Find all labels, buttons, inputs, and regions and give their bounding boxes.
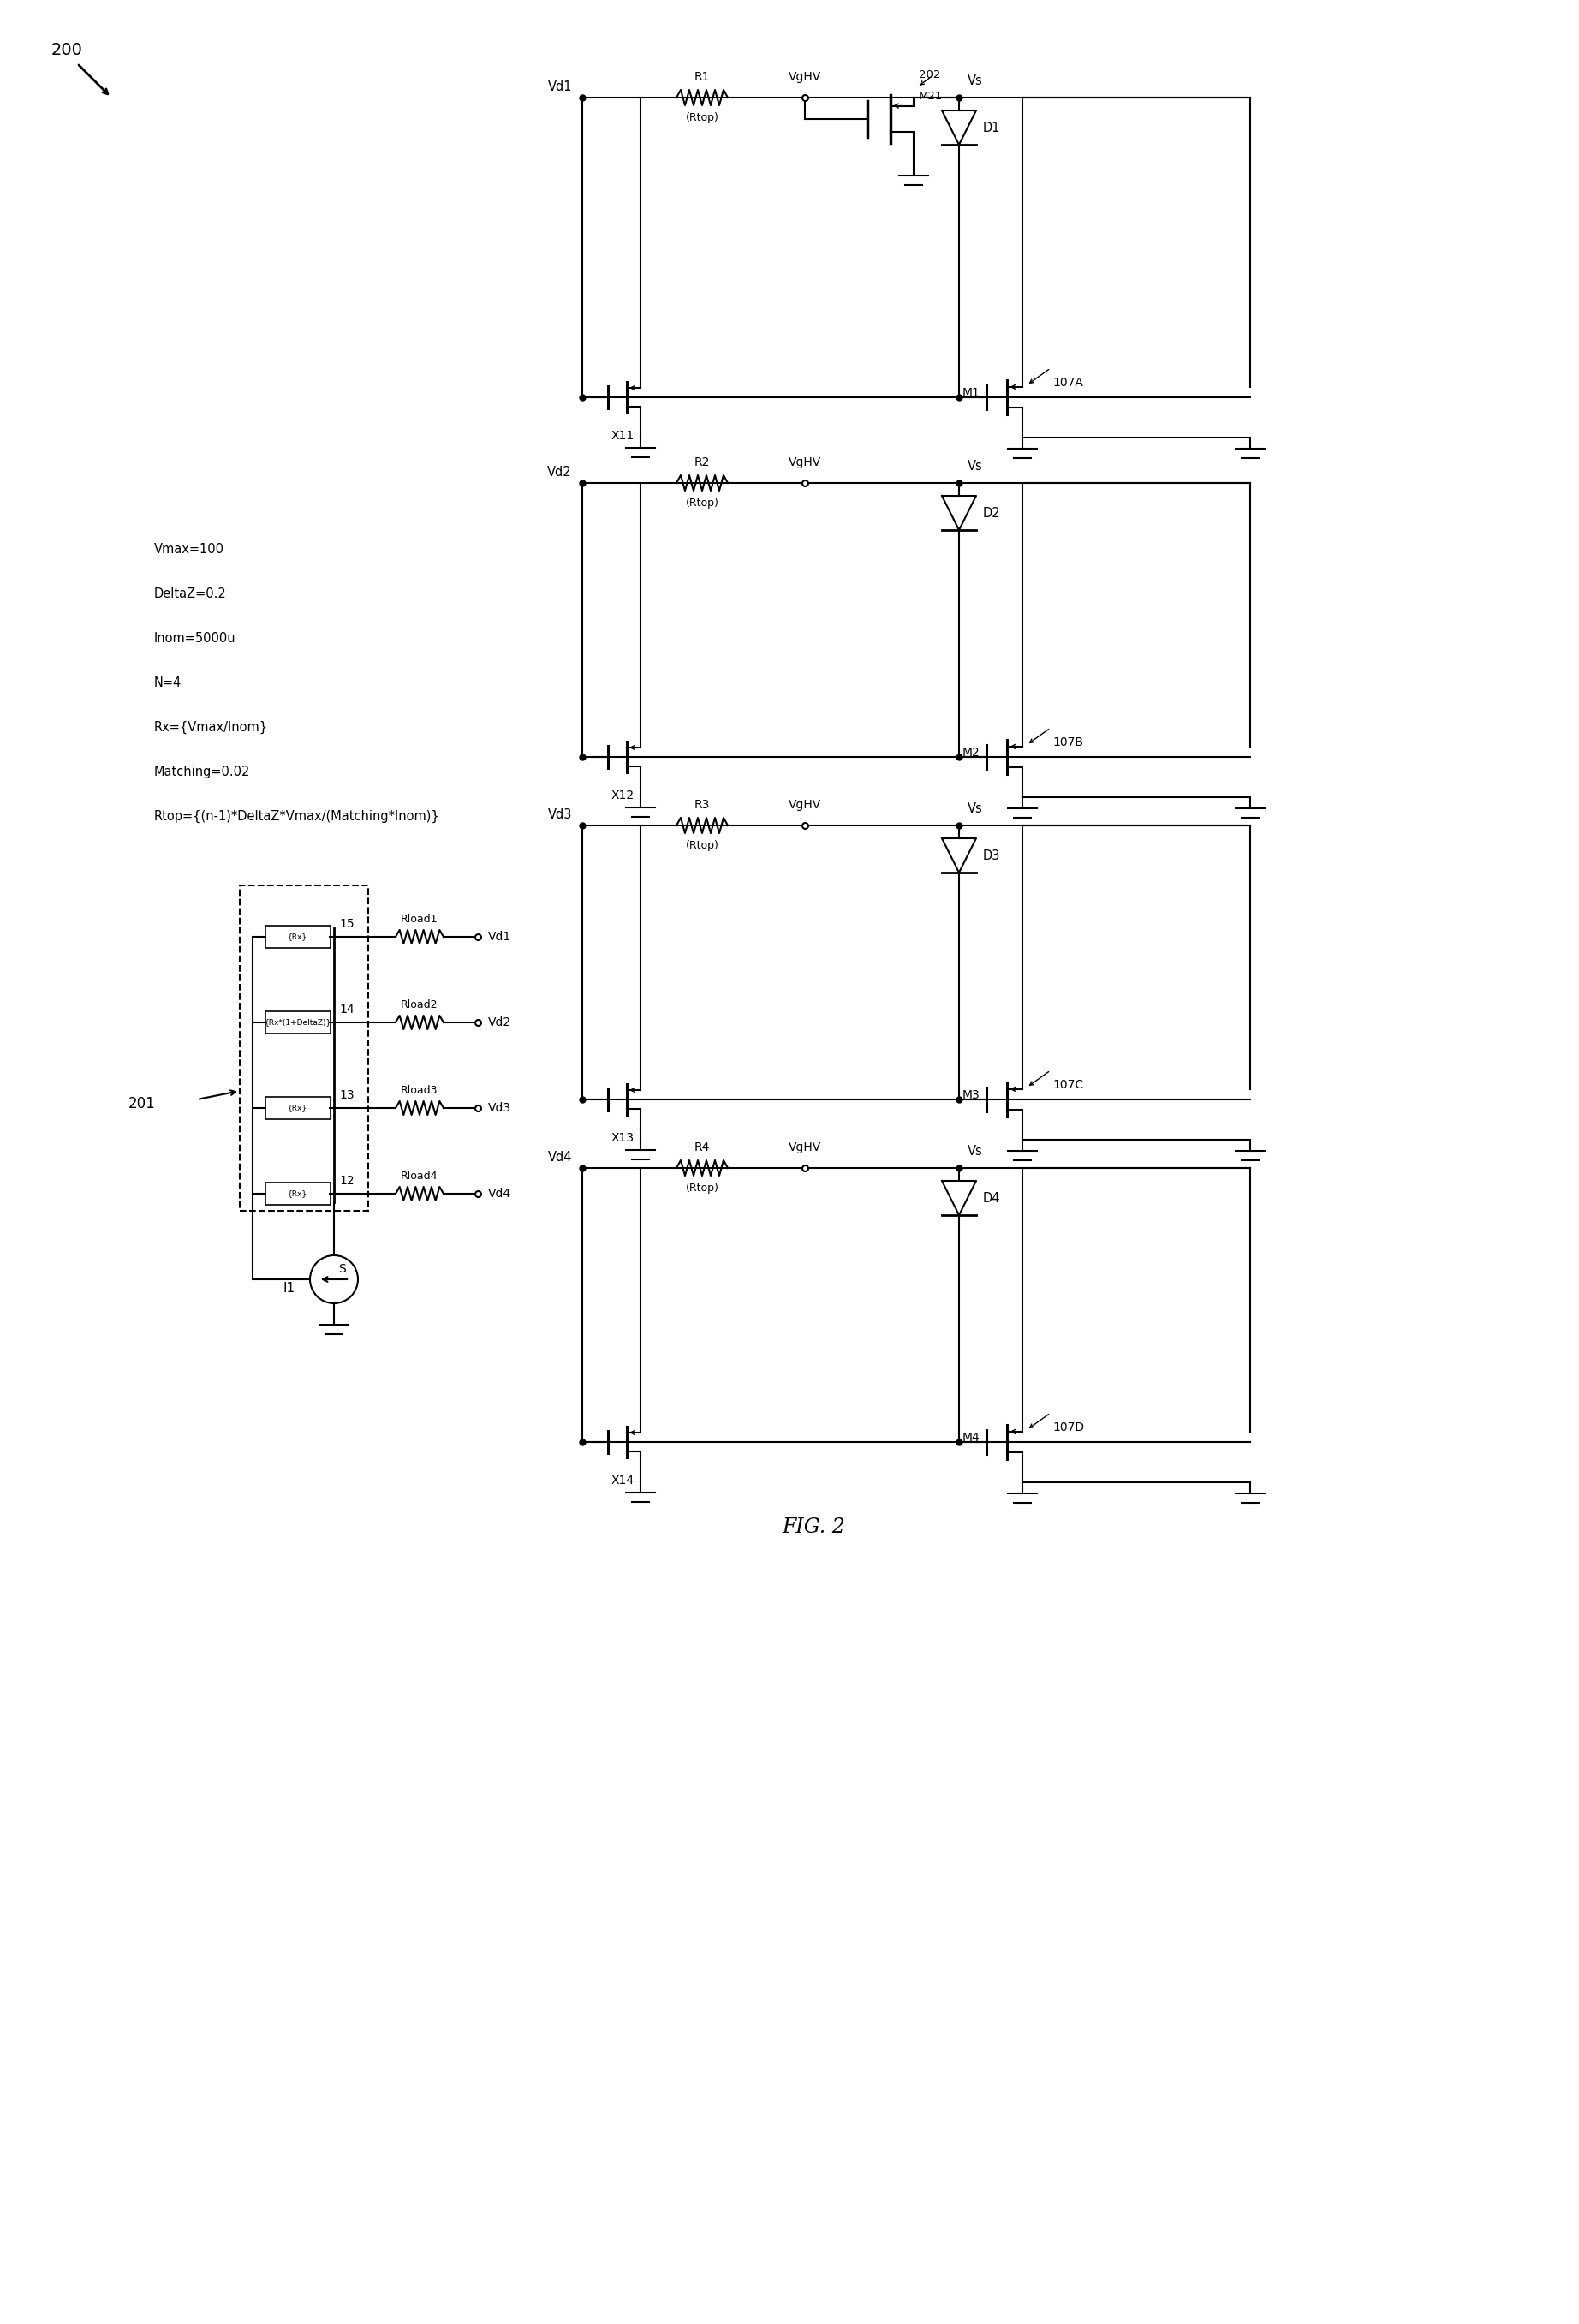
Text: I1: I1 [283, 1281, 295, 1294]
Text: 15: 15 [339, 918, 354, 930]
Text: VgHV: VgHV [788, 1141, 821, 1153]
Text: {Rx}: {Rx} [287, 1104, 308, 1111]
Text: 201: 201 [128, 1097, 156, 1111]
Text: Rx={Vmax/Inom}: Rx={Vmax/Inom} [155, 720, 268, 734]
Text: Vs: Vs [968, 1146, 982, 1157]
Text: Vd2: Vd2 [548, 465, 572, 479]
Text: Vd1: Vd1 [488, 932, 512, 944]
Text: DeltaZ=0.2: DeltaZ=0.2 [155, 588, 227, 600]
Text: Rload4: Rload4 [401, 1171, 439, 1181]
Text: {Rx}: {Rx} [287, 932, 308, 941]
Text: VgHV: VgHV [788, 799, 821, 811]
Text: 107D: 107D [1052, 1422, 1085, 1434]
Text: (Rtop): (Rtop) [685, 839, 718, 851]
Text: Vd1: Vd1 [548, 81, 572, 93]
Text: Vd3: Vd3 [488, 1102, 512, 1113]
Text: M21: M21 [919, 91, 943, 102]
Text: Vs: Vs [968, 74, 982, 88]
Text: FIG. 2: FIG. 2 [782, 1518, 845, 1538]
Text: Rload1: Rload1 [401, 913, 439, 925]
Text: R4: R4 [695, 1141, 711, 1153]
Bar [265, 925, 330, 948]
Bar [265, 1183, 330, 1204]
Text: 200: 200 [52, 42, 84, 58]
Text: R3: R3 [695, 799, 711, 811]
Text: X13: X13 [611, 1132, 635, 1143]
Text: Rload3: Rload3 [401, 1085, 439, 1097]
Text: {Rx*(1+DeltaZ)}: {Rx*(1+DeltaZ)} [264, 1018, 332, 1027]
Bar [240, 885, 368, 1211]
Text: X11: X11 [611, 430, 635, 442]
Text: Matching=0.02: Matching=0.02 [155, 765, 251, 779]
Text: 202: 202 [919, 70, 941, 79]
Bar [265, 1097, 330, 1120]
Text: Vs: Vs [968, 802, 982, 816]
Text: 13: 13 [339, 1090, 354, 1102]
Text: Rload2: Rload2 [401, 999, 439, 1011]
Text: X12: X12 [611, 790, 635, 802]
Text: VgHV: VgHV [788, 72, 821, 84]
Text: 12: 12 [339, 1176, 354, 1188]
Text: 107B: 107B [1052, 737, 1083, 748]
Text: D4: D4 [984, 1192, 1001, 1204]
Text: D1: D1 [984, 121, 1001, 135]
Text: S: S [338, 1262, 346, 1276]
Text: M1: M1 [962, 388, 979, 400]
Text: Vd2: Vd2 [488, 1016, 512, 1030]
Text: Vmax=100: Vmax=100 [155, 544, 224, 555]
Text: R1: R1 [695, 72, 711, 84]
Text: N=4: N=4 [155, 676, 182, 690]
Text: {Rx}: {Rx} [287, 1190, 308, 1197]
Text: D2: D2 [984, 507, 1001, 518]
Text: Vd4: Vd4 [488, 1188, 512, 1199]
Bar [265, 1011, 330, 1034]
Text: X14: X14 [611, 1473, 635, 1487]
Text: M4: M4 [962, 1432, 979, 1443]
Text: (Rtop): (Rtop) [685, 1183, 718, 1195]
Text: Vd3: Vd3 [548, 809, 572, 820]
Text: D3: D3 [984, 848, 1001, 862]
Text: (Rtop): (Rtop) [685, 497, 718, 509]
Text: R2: R2 [695, 456, 711, 469]
Text: Vd4: Vd4 [548, 1150, 572, 1164]
Text: (Rtop): (Rtop) [685, 112, 718, 123]
Text: Vs: Vs [968, 460, 982, 472]
Text: 107C: 107C [1052, 1078, 1083, 1090]
Text: M3: M3 [962, 1090, 979, 1102]
Text: Inom=5000u: Inom=5000u [155, 632, 235, 644]
Text: M2: M2 [962, 746, 979, 758]
Text: 107A: 107A [1052, 376, 1083, 388]
Text: VgHV: VgHV [788, 456, 821, 469]
Text: Rtop={(n-1)*DeltaZ*Vmax/(Matching*Inom)}: Rtop={(n-1)*DeltaZ*Vmax/(Matching*Inom)} [155, 811, 441, 823]
Text: 14: 14 [339, 1004, 354, 1016]
